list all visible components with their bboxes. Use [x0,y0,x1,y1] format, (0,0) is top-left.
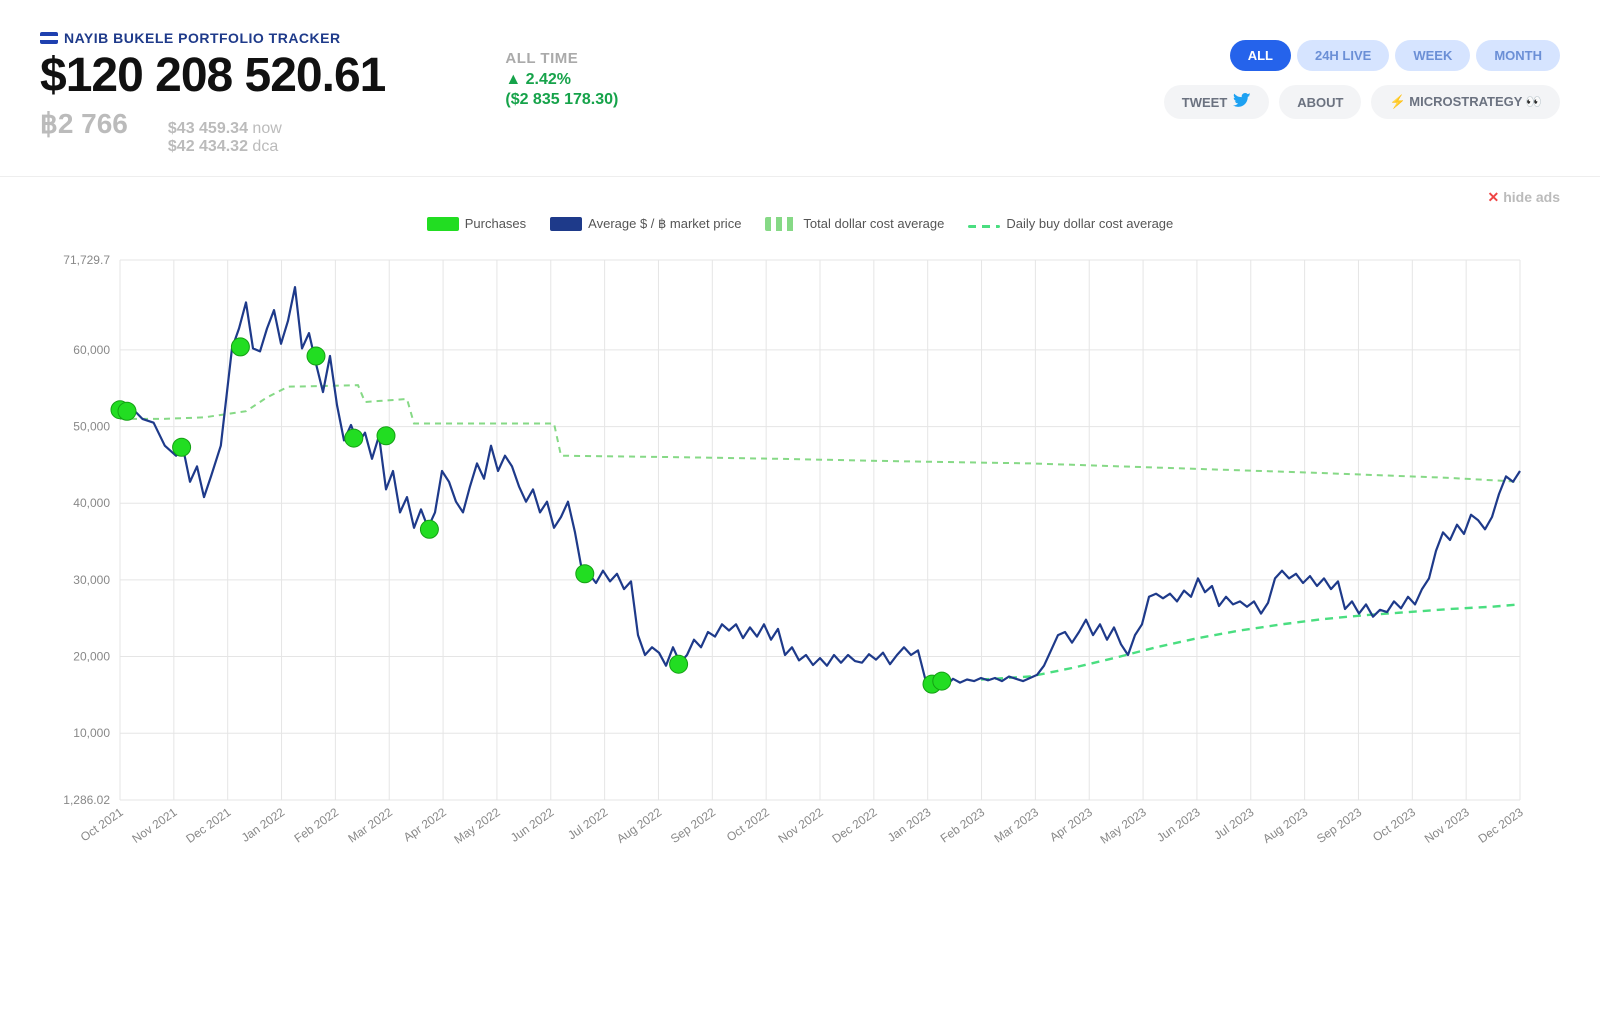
tweet-button[interactable]: TWEET [1164,85,1270,119]
svg-text:Mar 2023: Mar 2023 [992,805,1042,846]
btc-amount: ฿2 766 [40,107,128,140]
svg-text:30,000: 30,000 [73,573,110,587]
purchase-dot [345,429,363,447]
svg-text:Jul 2023: Jul 2023 [1211,805,1256,843]
svg-text:May 2022: May 2022 [451,805,502,847]
svg-text:Dec 2022: Dec 2022 [829,805,879,846]
price-now-suffix: now [252,120,281,137]
svg-text:Feb 2022: Feb 2022 [292,805,342,846]
svg-text:Oct 2021: Oct 2021 [78,805,126,845]
svg-text:50,000: 50,000 [73,419,110,433]
price-chart: 71,729.7 60,000 50,000 40,000 30,000 20,000 10… [30,240,1550,880]
legend: Purchases Average $ / ฿ market price Total… [30,216,1570,232]
svg-text:May 2023: May 2023 [1098,805,1149,847]
legend-swatch [550,217,582,231]
svg-text:Oct 2022: Oct 2022 [724,805,772,845]
tracker-title-text: NAYIB BUKELE PORTFOLIO TRACKER [64,30,341,46]
svg-text:Feb 2023: Feb 2023 [938,805,988,846]
svg-text:Apr 2022: Apr 2022 [401,805,449,845]
purchase-dot [420,520,438,538]
price-now: $43 459.34 [168,120,248,137]
about-button[interactable]: ABOUT [1279,85,1361,119]
legend-label: Daily buy dollar cost average [1006,216,1173,231]
svg-text:20,000: 20,000 [73,649,110,663]
svg-text:Jun 2022: Jun 2022 [508,805,557,845]
svg-text:40,000: 40,000 [73,496,110,510]
purchase-dot [377,427,395,445]
purchase-dot [231,338,249,356]
svg-text:Jun 2023: Jun 2023 [1154,805,1203,845]
svg-text:Nov 2023: Nov 2023 [1422,805,1472,846]
svg-text:Aug 2023: Aug 2023 [1260,805,1310,846]
svg-text:Oct 2023: Oct 2023 [1370,805,1418,845]
svg-text:Jul 2022: Jul 2022 [565,805,610,843]
perf-pct: ▲ 2.42% [505,71,618,89]
purchase-dot [670,655,688,673]
tweet-label: TWEET [1182,95,1228,110]
purchase-dot [118,402,136,420]
svg-text:Apr 2023: Apr 2023 [1047,805,1095,845]
purchase-dot [576,565,594,583]
legend-item: Total dollar cost average [765,216,944,232]
about-label: ABOUT [1297,95,1343,110]
microstrategy-label: ⚡ MICROSTRATEGY 👀 [1389,94,1542,110]
purchase-dot [173,438,191,456]
range-tab-24h-live[interactable]: 24H LIVE [1297,40,1389,71]
svg-text:Dec 2023: Dec 2023 [1476,805,1526,846]
svg-text:Dec 2021: Dec 2021 [183,805,233,846]
legend-swatch [427,217,459,231]
svg-text:Nov 2021: Nov 2021 [129,805,179,846]
price-dca-suffix: dca [252,138,278,155]
perf-abs: ($2 835 178.30) [505,91,618,109]
hide-ads-text: hide ads [1503,189,1560,205]
perf-label: ALL TIME [505,50,618,67]
legend-label: Purchases [465,216,526,231]
legend-item: Purchases [427,216,526,232]
range-tab-week[interactable]: WEEK [1395,40,1470,71]
range-tab-all[interactable]: ALL [1230,40,1291,71]
price-col: $43 459.34 now $42 434.32 dca [168,120,282,156]
svg-text:Jan 2023: Jan 2023 [885,805,934,845]
performance-block: ALL TIME ▲ 2.42% ($2 835 178.30) [505,50,618,109]
header-left: NAYIB BUKELE PORTFOLIO TRACKER $120 208 … [40,30,618,156]
svg-text:Sep 2023: Sep 2023 [1314,805,1364,846]
hide-ads[interactable]: ✕hide ads [0,177,1600,206]
svg-text:Jan 2022: Jan 2022 [239,805,288,845]
svg-text:71,729.7: 71,729.7 [63,253,110,267]
svg-text:Aug 2022: Aug 2022 [614,805,664,846]
sub-row: ฿2 766 $43 459.34 now $42 434.32 dca [40,107,385,156]
purchase-dot [933,672,951,690]
svg-text:60,000: 60,000 [73,343,110,357]
purchase-dot [307,347,325,365]
header-right: ALL24H LIVEWEEKMONTH TWEET ABOUT ⚡ MICRO… [1164,40,1560,119]
header: NAYIB BUKELE PORTFOLIO TRACKER $120 208 … [0,0,1600,177]
svg-text:Mar 2022: Mar 2022 [345,805,395,846]
twitter-icon [1233,93,1251,111]
legend-item: Daily buy dollar cost average [968,216,1173,232]
svg-text:1,286.02: 1,286.02 [63,793,110,807]
portfolio-value: $120 208 520.61 [40,50,385,103]
svg-text:Sep 2022: Sep 2022 [668,805,718,846]
legend-label: Average $ / ฿ market price [588,216,741,232]
svg-text:10,000: 10,000 [73,726,110,740]
legend-swatch [765,217,797,231]
svg-text:Nov 2022: Nov 2022 [776,805,826,846]
range-tab-month[interactable]: MONTH [1476,40,1560,71]
legend-label: Total dollar cost average [803,216,944,231]
title-block: NAYIB BUKELE PORTFOLIO TRACKER $120 208 … [40,30,385,156]
legend-item: Average $ / ฿ market price [550,216,741,232]
price-dca: $42 434.32 [168,138,248,155]
flag-icon [40,32,58,44]
legend-swatch [968,225,1000,228]
range-tabs: ALL24H LIVEWEEKMONTH [1230,40,1560,71]
microstrategy-button[interactable]: ⚡ MICROSTRATEGY 👀 [1371,85,1560,119]
tracker-title: NAYIB BUKELE PORTFOLIO TRACKER [40,30,385,46]
link-row: TWEET ABOUT ⚡ MICROSTRATEGY 👀 [1164,85,1560,119]
close-icon: ✕ [1487,189,1499,205]
chart-container: Purchases Average $ / ฿ market price Total… [0,206,1600,910]
